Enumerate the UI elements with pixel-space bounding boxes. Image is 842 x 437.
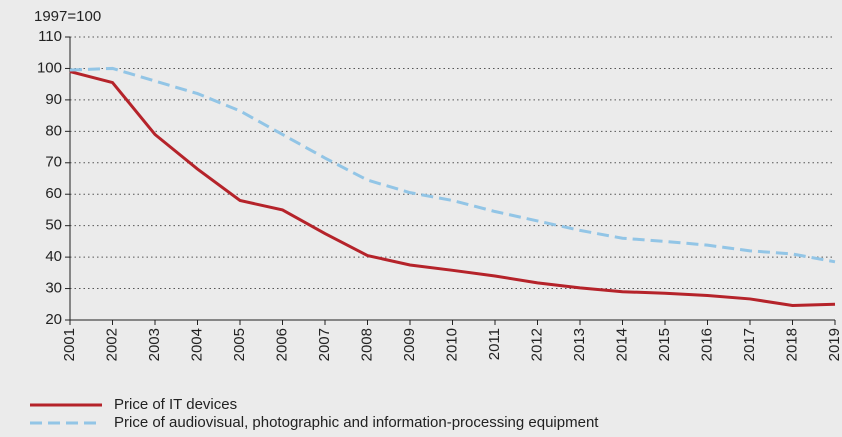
x-tick-label: 2013 (571, 328, 588, 361)
x-tick-label: 2009 (401, 328, 418, 361)
y-tick-label: 40 (45, 248, 62, 265)
x-tick-label: 2007 (316, 328, 333, 361)
legend-label: Price of audiovisual, photographic and i… (114, 414, 599, 431)
y-tick-label: 70 (45, 154, 62, 171)
x-tick-label: 2019 (826, 328, 842, 361)
x-tick-label: 2011 (486, 328, 503, 360)
x-tick-label: 2002 (103, 328, 120, 361)
x-tick-label: 2016 (698, 328, 715, 361)
y-tick-label: 90 (45, 91, 62, 108)
unit-label: 1997=100 (34, 8, 101, 25)
y-tick-label: 50 (45, 217, 62, 234)
x-tick-label: 2017 (741, 328, 758, 361)
y-tick-label: 110 (38, 28, 62, 45)
series-line (69, 66, 836, 264)
x-tick-label: 2008 (358, 328, 375, 361)
x-tick-label: 2012 (528, 328, 545, 361)
legend-label: Price of IT devices (114, 396, 237, 413)
y-tick-label: 100 (37, 59, 62, 76)
x-tick-label: 2004 (188, 328, 205, 361)
x-tick-label: 2005 (231, 328, 248, 361)
y-tick-label: 60 (45, 185, 62, 202)
x-tick-label: 2006 (273, 328, 290, 361)
y-tick-label: 20 (45, 311, 62, 328)
x-tick-label: 2015 (656, 328, 673, 361)
x-tick-label: 2003 (146, 328, 163, 361)
x-tick-label: 2018 (783, 328, 800, 361)
x-tick-label: 2010 (443, 328, 460, 361)
series-line (69, 70, 836, 308)
x-tick-label: 2014 (613, 328, 630, 361)
x-tick-label: 2001 (61, 328, 78, 361)
y-tick-label: 80 (45, 122, 62, 139)
y-tick-label: 30 (45, 280, 62, 297)
